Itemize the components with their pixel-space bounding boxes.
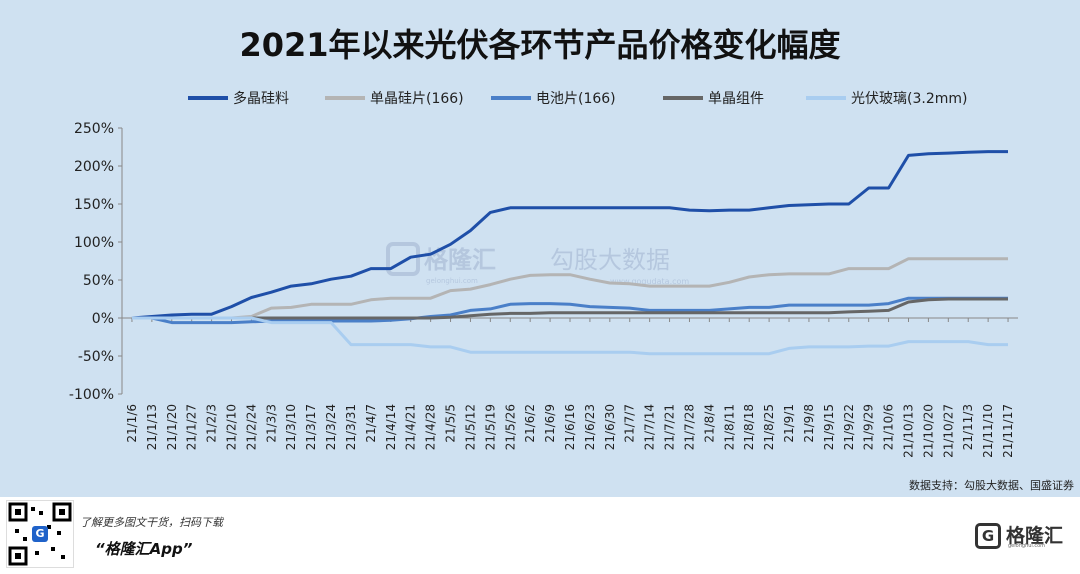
x-tick-label: 21/6/30 xyxy=(603,404,617,450)
x-tick-label: 21/6/9 xyxy=(543,404,557,443)
x-tick-label: 21/4/28 xyxy=(424,404,438,450)
x-tick-label: 21/7/28 xyxy=(682,404,696,450)
watermark-second-domain: www.gogudata.com xyxy=(610,277,689,286)
x-tick-label: 21/4/21 xyxy=(404,404,418,450)
qr-code-icon[interactable]: G xyxy=(6,500,74,568)
y-tick-label: 0% xyxy=(92,311,114,327)
x-tick-label: 21/3/17 xyxy=(304,404,318,450)
x-tick-label: 21/2/3 xyxy=(205,404,219,443)
y-tick-label: -100% xyxy=(69,387,114,403)
x-tick-label: 21/2/24 xyxy=(244,404,258,450)
x-tick-label: 21/7/21 xyxy=(663,404,677,450)
x-tick-label: 21/9/8 xyxy=(802,404,816,443)
x-tick-label: 21/8/11 xyxy=(722,404,736,450)
legend-label: 单晶组件 xyxy=(708,91,764,107)
x-tick-label: 21/11/10 xyxy=(981,404,995,458)
chart-area: 2021年以来光伏各环节产品价格变化幅度 格隆汇 gelonghui.com 勾… xyxy=(69,26,1074,492)
y-tick-label: 100% xyxy=(74,235,114,251)
watermark-brand: 格隆汇 xyxy=(424,246,496,274)
watermark-second: 勾股大数据 xyxy=(550,246,670,274)
x-tick-label: 21/9/15 xyxy=(822,404,836,450)
legend-label: 单晶硅片(166) xyxy=(370,91,464,107)
x-tick-label: 21/1/13 xyxy=(145,404,159,450)
legend-label: 多晶硅料 xyxy=(233,90,289,107)
x-tick-label: 21/10/6 xyxy=(882,404,896,450)
series-line xyxy=(132,296,1008,325)
x-tick-label: 21/3/10 xyxy=(284,404,298,450)
x-tick-label: 21/10/20 xyxy=(921,404,935,458)
brand-domain: gelonghui.com xyxy=(1008,543,1046,549)
chart-title: 2021年以来光伏各环节产品价格变化幅度 xyxy=(239,26,840,64)
x-tick-label: 21/4/7 xyxy=(364,404,378,443)
series-line xyxy=(131,150,1008,320)
y-tick-label: -50% xyxy=(78,349,114,365)
app-name: “格隆汇App” xyxy=(95,540,193,558)
x-tick-label: 21/5/26 xyxy=(503,404,517,450)
y-tick-label: 200% xyxy=(74,159,114,175)
x-tick-label: 21/5/5 xyxy=(444,404,458,443)
legend-label: 光伏玻璃(3.2mm) xyxy=(851,90,967,107)
axes: 250% 200% 150% 100% 50% 0% -50% -100% 21/1/6 21/1… xyxy=(69,121,1018,458)
legend: 多晶硅料 单晶硅片(166) 电池片(166) 单晶组件 光伏玻璃(3.2mm) xyxy=(188,90,967,107)
x-tick-label: 21/7/7 xyxy=(623,404,637,443)
x-tick-label: 21/7/14 xyxy=(643,404,657,450)
x-tick-label: 21/9/1 xyxy=(782,404,796,443)
series-line xyxy=(132,257,1008,320)
x-tick-label: 21/8/4 xyxy=(702,404,716,443)
x-tick-label: 21/1/6 xyxy=(125,404,139,443)
x-tick-label: 21/5/12 xyxy=(463,404,477,450)
x-tick-label: 21/3/24 xyxy=(324,404,338,450)
legend-label: 电池片(166) xyxy=(536,91,616,107)
x-tick-label: 21/11/17 xyxy=(1001,404,1015,458)
x-tick-label: 21/2/10 xyxy=(225,404,239,450)
watermark: 格隆汇 gelonghui.com 勾股大数据 www.gogudata.com xyxy=(386,242,689,286)
y-tick-label: 50% xyxy=(83,273,114,289)
brand-logo-icon: G xyxy=(975,523,1001,549)
x-tick-label: 21/6/16 xyxy=(563,404,577,450)
series-line xyxy=(132,316,1008,356)
x-tick-label: 21/5/19 xyxy=(483,404,497,450)
x-tick-label: 21/9/29 xyxy=(862,404,876,450)
source-note: 数据支持：勾股大数据、国盛证券 xyxy=(909,478,1074,492)
brand-name: 格隆汇 xyxy=(1006,525,1064,547)
x-tick-label: 21/10/13 xyxy=(901,404,915,458)
x-tick-label: 21/6/2 xyxy=(523,404,537,443)
x-tick-label: 21/9/22 xyxy=(842,404,856,450)
footer: G 了解更多图文干货，扫码下载 “格隆汇App” G 格隆汇 gelonghui… xyxy=(0,497,1080,574)
x-tick-label: 21/1/20 xyxy=(165,404,179,450)
x-tick-label: 21/10/27 xyxy=(941,404,955,458)
promo-text: 了解更多图文干货，扫码下载 xyxy=(80,516,223,529)
series-layer xyxy=(131,150,1008,356)
x-tick-label: 21/6/23 xyxy=(583,404,597,450)
watermark-logo-icon xyxy=(386,242,420,276)
x-tick-label: 21/4/14 xyxy=(384,404,398,450)
watermark-domain: gelonghui.com xyxy=(426,277,478,285)
x-tick-label: 21/11/3 xyxy=(961,404,975,450)
x-tick-label: 21/1/27 xyxy=(185,404,199,450)
x-tick-label: 21/8/25 xyxy=(762,404,776,450)
x-tick-label: 21/3/3 xyxy=(264,404,278,443)
x-tick-label: 21/8/18 xyxy=(742,404,756,450)
x-tick-label: 21/3/31 xyxy=(344,404,358,450)
y-tick-label: 250% xyxy=(74,121,114,137)
qr-logo: G xyxy=(32,526,48,542)
series-line xyxy=(132,297,1008,320)
y-tick-label: 150% xyxy=(74,197,114,213)
